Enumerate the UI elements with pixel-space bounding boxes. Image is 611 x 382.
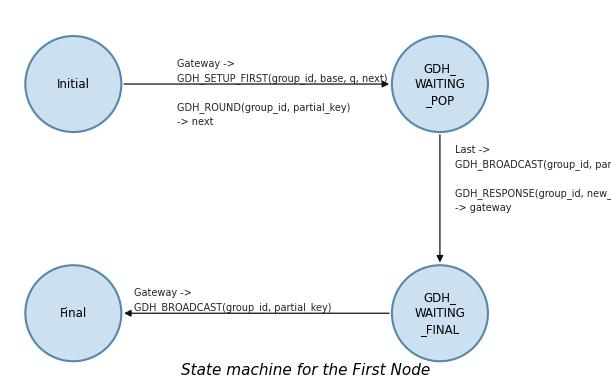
Text: Initial: Initial [57, 78, 90, 91]
Text: Gateway ->
GDH_SETUP_FIRST(group_id, base, q, next)

GDH_ROUND(group_id, partial: Gateway -> GDH_SETUP_FIRST(group_id, bas… [177, 59, 388, 127]
Ellipse shape [392, 36, 488, 132]
Text: Gateway ->
GDH_BROADCAST(group_id, partial_key): Gateway -> GDH_BROADCAST(group_id, parti… [134, 288, 332, 313]
Ellipse shape [392, 265, 488, 361]
Text: Final: Final [60, 307, 87, 320]
Text: Last ->
GDH_BROADCAST(group_id, partial_key)

GDH_RESPONSE(group_id, new_partial: Last -> GDH_BROADCAST(group_id, partial_… [455, 145, 611, 213]
Text: GDH_
WAITING
_POP: GDH_ WAITING _POP [414, 62, 466, 107]
Ellipse shape [25, 265, 122, 361]
Ellipse shape [25, 36, 122, 132]
Text: GDH_
WAITING
_FINAL: GDH_ WAITING _FINAL [414, 291, 466, 336]
Text: State machine for the First Node: State machine for the First Node [181, 363, 430, 378]
